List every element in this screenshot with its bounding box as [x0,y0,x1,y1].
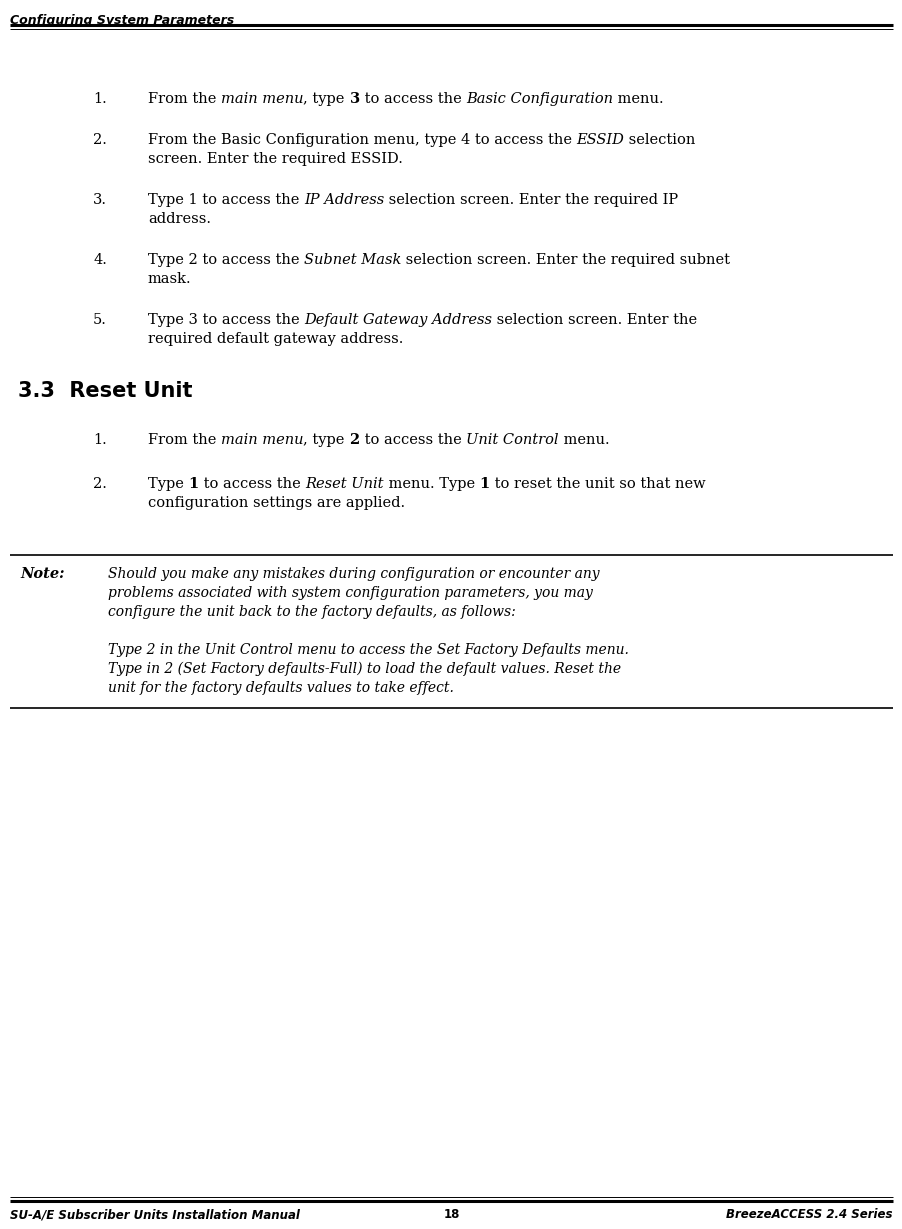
Text: to access the: to access the [198,477,305,492]
Text: Unit Control: Unit Control [465,433,558,447]
Text: menu.: menu. [612,92,663,106]
Text: 2.: 2. [93,477,106,492]
Text: to access the: to access the [359,92,465,106]
Text: selection screen. Enter the required subnet: selection screen. Enter the required sub… [401,253,730,267]
Text: menu. Type: menu. Type [383,477,479,492]
Text: SU-A/E Subscriber Units Installation Manual: SU-A/E Subscriber Units Installation Man… [10,1208,299,1220]
Text: address.: address. [148,211,211,226]
Text: BreezeACCESS 2.4 Series: BreezeACCESS 2.4 Series [726,1208,892,1220]
Text: Type in 2 (Set Factory defaults-Full) to load the default values. Reset the: Type in 2 (Set Factory defaults-Full) to… [108,662,621,676]
Text: to access the: to access the [359,433,465,447]
Text: From the Basic Configuration menu, type 4 to access the: From the Basic Configuration menu, type … [148,133,576,147]
Text: 3.3  Reset Unit: 3.3 Reset Unit [18,381,192,401]
Text: to reset the unit so that new: to reset the unit so that new [489,477,704,492]
Text: configure the unit back to the factory defaults, as follows:: configure the unit back to the factory d… [108,605,515,619]
Text: required default gateway address.: required default gateway address. [148,332,403,347]
Text: 1: 1 [189,477,198,492]
Text: Configuring System Parameters: Configuring System Parameters [10,14,234,27]
Text: From the: From the [148,92,221,106]
Text: Type 1 to access the: Type 1 to access the [148,193,304,206]
Text: Reset Unit: Reset Unit [305,477,383,492]
Text: Type 2 in the Unit Control menu to access the Set Factory Defaults menu.: Type 2 in the Unit Control menu to acces… [108,643,628,658]
Text: Basic Configuration: Basic Configuration [465,92,612,106]
Text: From the: From the [148,433,221,447]
Text: selection screen. Enter the required IP: selection screen. Enter the required IP [384,193,677,206]
Text: configuration settings are applied.: configuration settings are applied. [148,497,405,510]
Text: Default Gateway Address: Default Gateway Address [304,313,492,327]
Text: Note:: Note: [20,567,64,581]
Text: IP Address: IP Address [304,193,384,206]
Text: Type 3 to access the: Type 3 to access the [148,313,304,327]
Text: unit for the factory defaults values to take effect.: unit for the factory defaults values to … [108,681,454,696]
Text: 2: 2 [349,433,359,447]
Text: , type: , type [303,433,349,447]
Text: Should you make any mistakes during configuration or encounter any: Should you make any mistakes during conf… [108,567,599,581]
Text: selection: selection [624,133,695,147]
Text: 1.: 1. [93,92,106,106]
Text: main menu: main menu [221,92,303,106]
Text: Subnet Mask: Subnet Mask [304,253,401,267]
Text: Type: Type [148,477,189,492]
Text: 1: 1 [479,477,489,492]
Text: 2.: 2. [93,133,106,147]
Text: 18: 18 [443,1208,459,1220]
Text: screen. Enter the required ESSID.: screen. Enter the required ESSID. [148,152,402,166]
Text: 5.: 5. [93,313,106,327]
Text: Type 2 to access the: Type 2 to access the [148,253,304,267]
Text: 3: 3 [349,92,359,106]
Text: mask.: mask. [148,272,191,286]
Text: menu.: menu. [558,433,609,447]
Text: 4.: 4. [93,253,106,267]
Text: main menu: main menu [221,433,303,447]
Text: 3.: 3. [93,193,106,206]
Text: ESSID: ESSID [576,133,624,147]
Text: selection screen. Enter the: selection screen. Enter the [492,313,696,327]
Text: 1.: 1. [93,433,106,447]
Text: problems associated with system configuration parameters, you may: problems associated with system configur… [108,586,593,600]
Text: , type: , type [303,92,349,106]
